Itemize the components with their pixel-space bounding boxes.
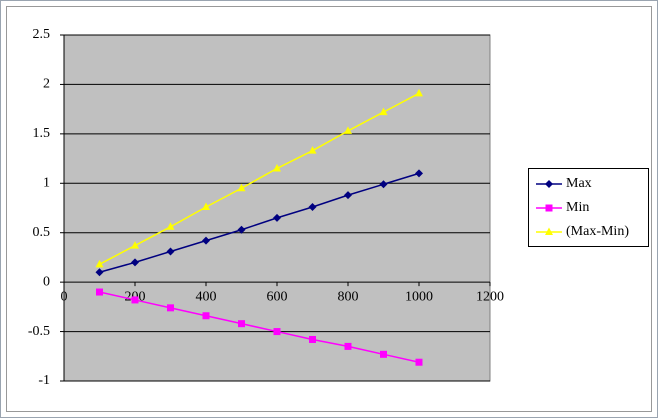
marker bbox=[96, 288, 103, 296]
series-line bbox=[99, 92, 420, 266]
x-tick-label: 600 bbox=[267, 289, 288, 304]
marker bbox=[273, 213, 281, 222]
y-tick-label: 0 bbox=[43, 274, 50, 289]
marker bbox=[167, 304, 174, 312]
series-line bbox=[99, 172, 420, 273]
marker bbox=[238, 320, 245, 328]
marker bbox=[415, 358, 423, 366]
marker bbox=[95, 268, 104, 277]
x-tick-label: 1200 bbox=[476, 289, 504, 304]
marker bbox=[166, 222, 175, 230]
marker bbox=[344, 342, 352, 350]
x-tick-label: 400 bbox=[196, 289, 217, 304]
x-tick-label: 0 bbox=[61, 289, 68, 304]
marker bbox=[166, 247, 175, 256]
marker bbox=[309, 335, 316, 343]
legend-label: Max bbox=[566, 176, 592, 191]
y-tick-label: 0.5 bbox=[33, 225, 51, 240]
legend-marker bbox=[545, 180, 553, 188]
marker bbox=[131, 241, 139, 249]
marker bbox=[415, 169, 423, 178]
legend-label: (Max-Min) bbox=[566, 224, 629, 239]
x-tick-label: 800 bbox=[338, 289, 359, 304]
y-tick-label: -0.5 bbox=[28, 324, 50, 339]
legend-marker bbox=[545, 227, 553, 235]
marker bbox=[379, 107, 388, 116]
marker bbox=[202, 202, 210, 211]
marker bbox=[202, 312, 210, 320]
y-tick-label: 1.5 bbox=[33, 126, 51, 141]
marker bbox=[237, 225, 246, 234]
y-tick-label: -1 bbox=[38, 373, 50, 388]
y-tick-label: 2 bbox=[43, 77, 50, 92]
y-tick-label: 1 bbox=[43, 176, 50, 191]
marker bbox=[379, 180, 388, 189]
legend-marker bbox=[545, 204, 553, 212]
marker bbox=[344, 126, 352, 134]
marker bbox=[273, 328, 281, 336]
x-tick-label: 1000 bbox=[405, 289, 433, 304]
marker bbox=[415, 88, 423, 97]
marker bbox=[131, 296, 139, 304]
marker bbox=[237, 183, 246, 192]
y-tick-label: 2.5 bbox=[33, 27, 51, 42]
marker bbox=[308, 146, 317, 154]
marker bbox=[380, 350, 387, 358]
marker bbox=[308, 203, 317, 212]
marker bbox=[95, 259, 104, 268]
marker bbox=[344, 191, 352, 200]
marker bbox=[131, 258, 139, 267]
legend-label: Min bbox=[566, 200, 589, 215]
marker bbox=[202, 236, 210, 245]
series-line bbox=[99, 291, 420, 363]
marker bbox=[273, 163, 281, 172]
